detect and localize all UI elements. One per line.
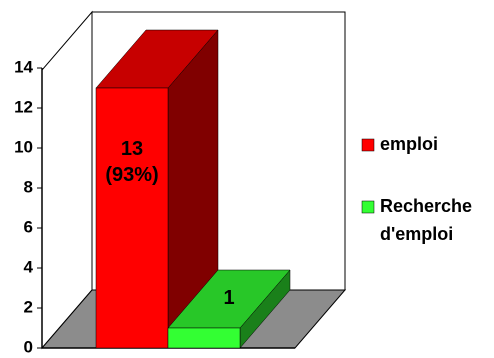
y-tick-label: 12 <box>14 97 33 116</box>
bar <box>95 29 219 349</box>
bar-front <box>95 87 169 349</box>
legend-swatch <box>361 200 375 214</box>
y-tick-label: 10 <box>14 137 33 156</box>
y-tick-label: 0 <box>24 337 33 356</box>
bar-front <box>167 327 241 349</box>
y-tick-label: 2 <box>24 297 33 316</box>
bar <box>167 269 291 349</box>
value-label: 13 (93%) <box>105 138 158 186</box>
value-label: 1 <box>223 287 234 309</box>
y-tick-label: 8 <box>24 177 33 196</box>
y-tick-label: 6 <box>24 217 33 236</box>
side-wall <box>41 10 93 350</box>
legend-swatch <box>361 138 375 152</box>
y-tick-label: 4 <box>24 257 34 276</box>
legend-label: emploi <box>380 134 438 154</box>
legend-label: Recherche d'emploi <box>380 196 472 244</box>
y-tick-label: 14 <box>14 57 33 76</box>
